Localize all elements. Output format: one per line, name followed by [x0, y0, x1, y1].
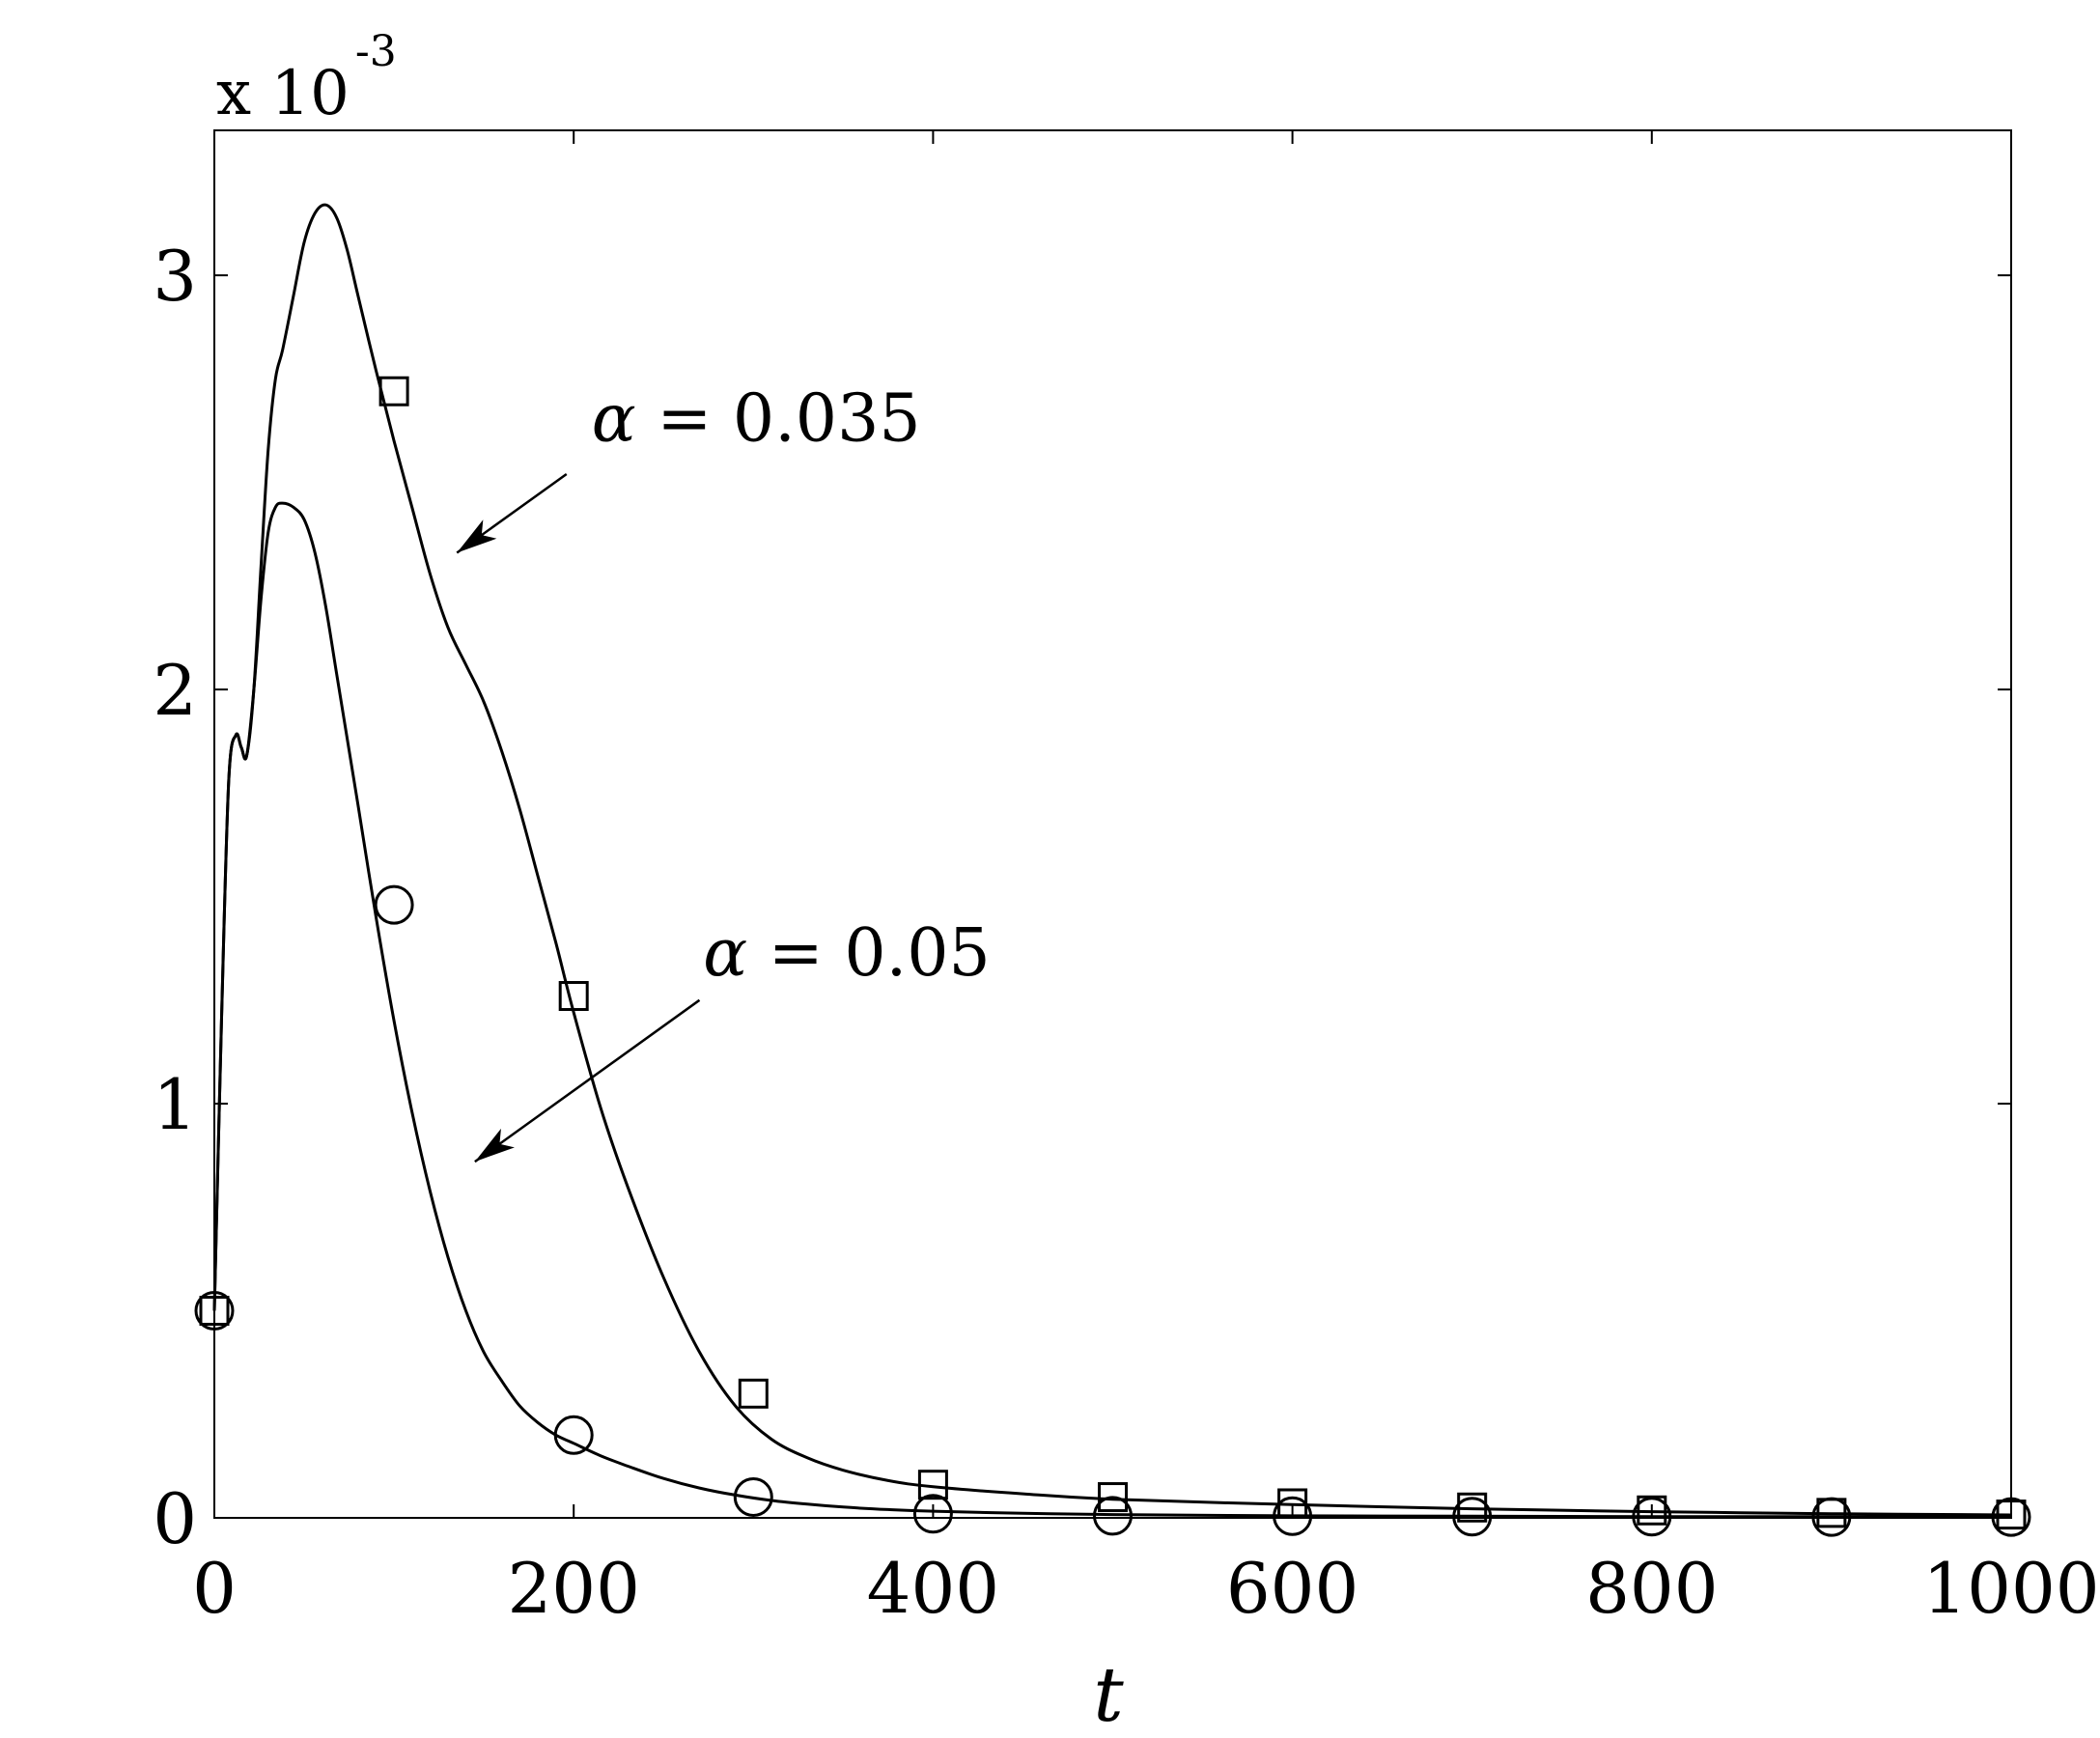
square-marker — [1098, 1482, 1128, 1513]
x-tick-label: 0 — [192, 1548, 237, 1629]
circle-marker — [194, 1291, 235, 1332]
series-line-alpha-005 — [212, 501, 2012, 1519]
x-axis-title: t — [1093, 1652, 1124, 1738]
circle-marker — [374, 884, 414, 925]
plot-frame — [213, 129, 2012, 1519]
annotation-arrowhead-alpha-0035 — [457, 519, 497, 553]
x-tick-label: 200 — [507, 1548, 639, 1629]
circle-marker — [553, 1415, 594, 1455]
y-tick-label: 2 — [153, 650, 197, 731]
annotation-label-alpha-005: α = 0.05 — [703, 915, 991, 992]
x-tick-label: 600 — [1226, 1548, 1358, 1629]
circle-marker — [1811, 1497, 1852, 1537]
circle-marker — [1093, 1496, 1133, 1536]
circle-marker — [912, 1494, 953, 1534]
annotation-arrowhead-alpha-005 — [474, 1128, 515, 1163]
square-marker — [378, 376, 409, 406]
annotation-greek-alpha: α — [703, 915, 747, 992]
square-marker — [199, 1296, 230, 1327]
circle-marker — [1632, 1497, 1672, 1537]
annotation-greek-alpha: α — [592, 381, 636, 458]
circle-marker — [733, 1477, 773, 1518]
circle-marker — [1452, 1497, 1493, 1537]
annotation-value: = 0.05 — [747, 915, 991, 992]
y-tick-label: 0 — [153, 1478, 197, 1559]
square-marker — [558, 981, 589, 1012]
annotation-value: = 0.035 — [636, 381, 921, 458]
annotation-arrow-line-alpha-005 — [474, 998, 701, 1163]
y-scale-factor-base: x 10 — [216, 58, 350, 129]
square-marker — [738, 1378, 769, 1409]
y-scale-factor-exponent: -3 — [355, 27, 397, 76]
x-tick-label: 1000 — [1922, 1548, 2099, 1629]
circle-marker — [1273, 1496, 1313, 1536]
square-marker — [1996, 1500, 2027, 1530]
annotation-label-alpha-0035: α = 0.035 — [592, 381, 921, 458]
x-tick-label: 400 — [867, 1548, 999, 1629]
square-marker — [1457, 1492, 1488, 1523]
y-scale-factor: x 10-3 — [216, 27, 397, 129]
y-tick-label: 3 — [153, 236, 197, 317]
y-tick-label: 1 — [153, 1064, 197, 1145]
square-marker — [917, 1470, 948, 1500]
x-tick-label: 800 — [1585, 1548, 1718, 1629]
series-line-alpha-0035 — [212, 203, 2012, 1517]
circle-marker — [1991, 1497, 2031, 1537]
